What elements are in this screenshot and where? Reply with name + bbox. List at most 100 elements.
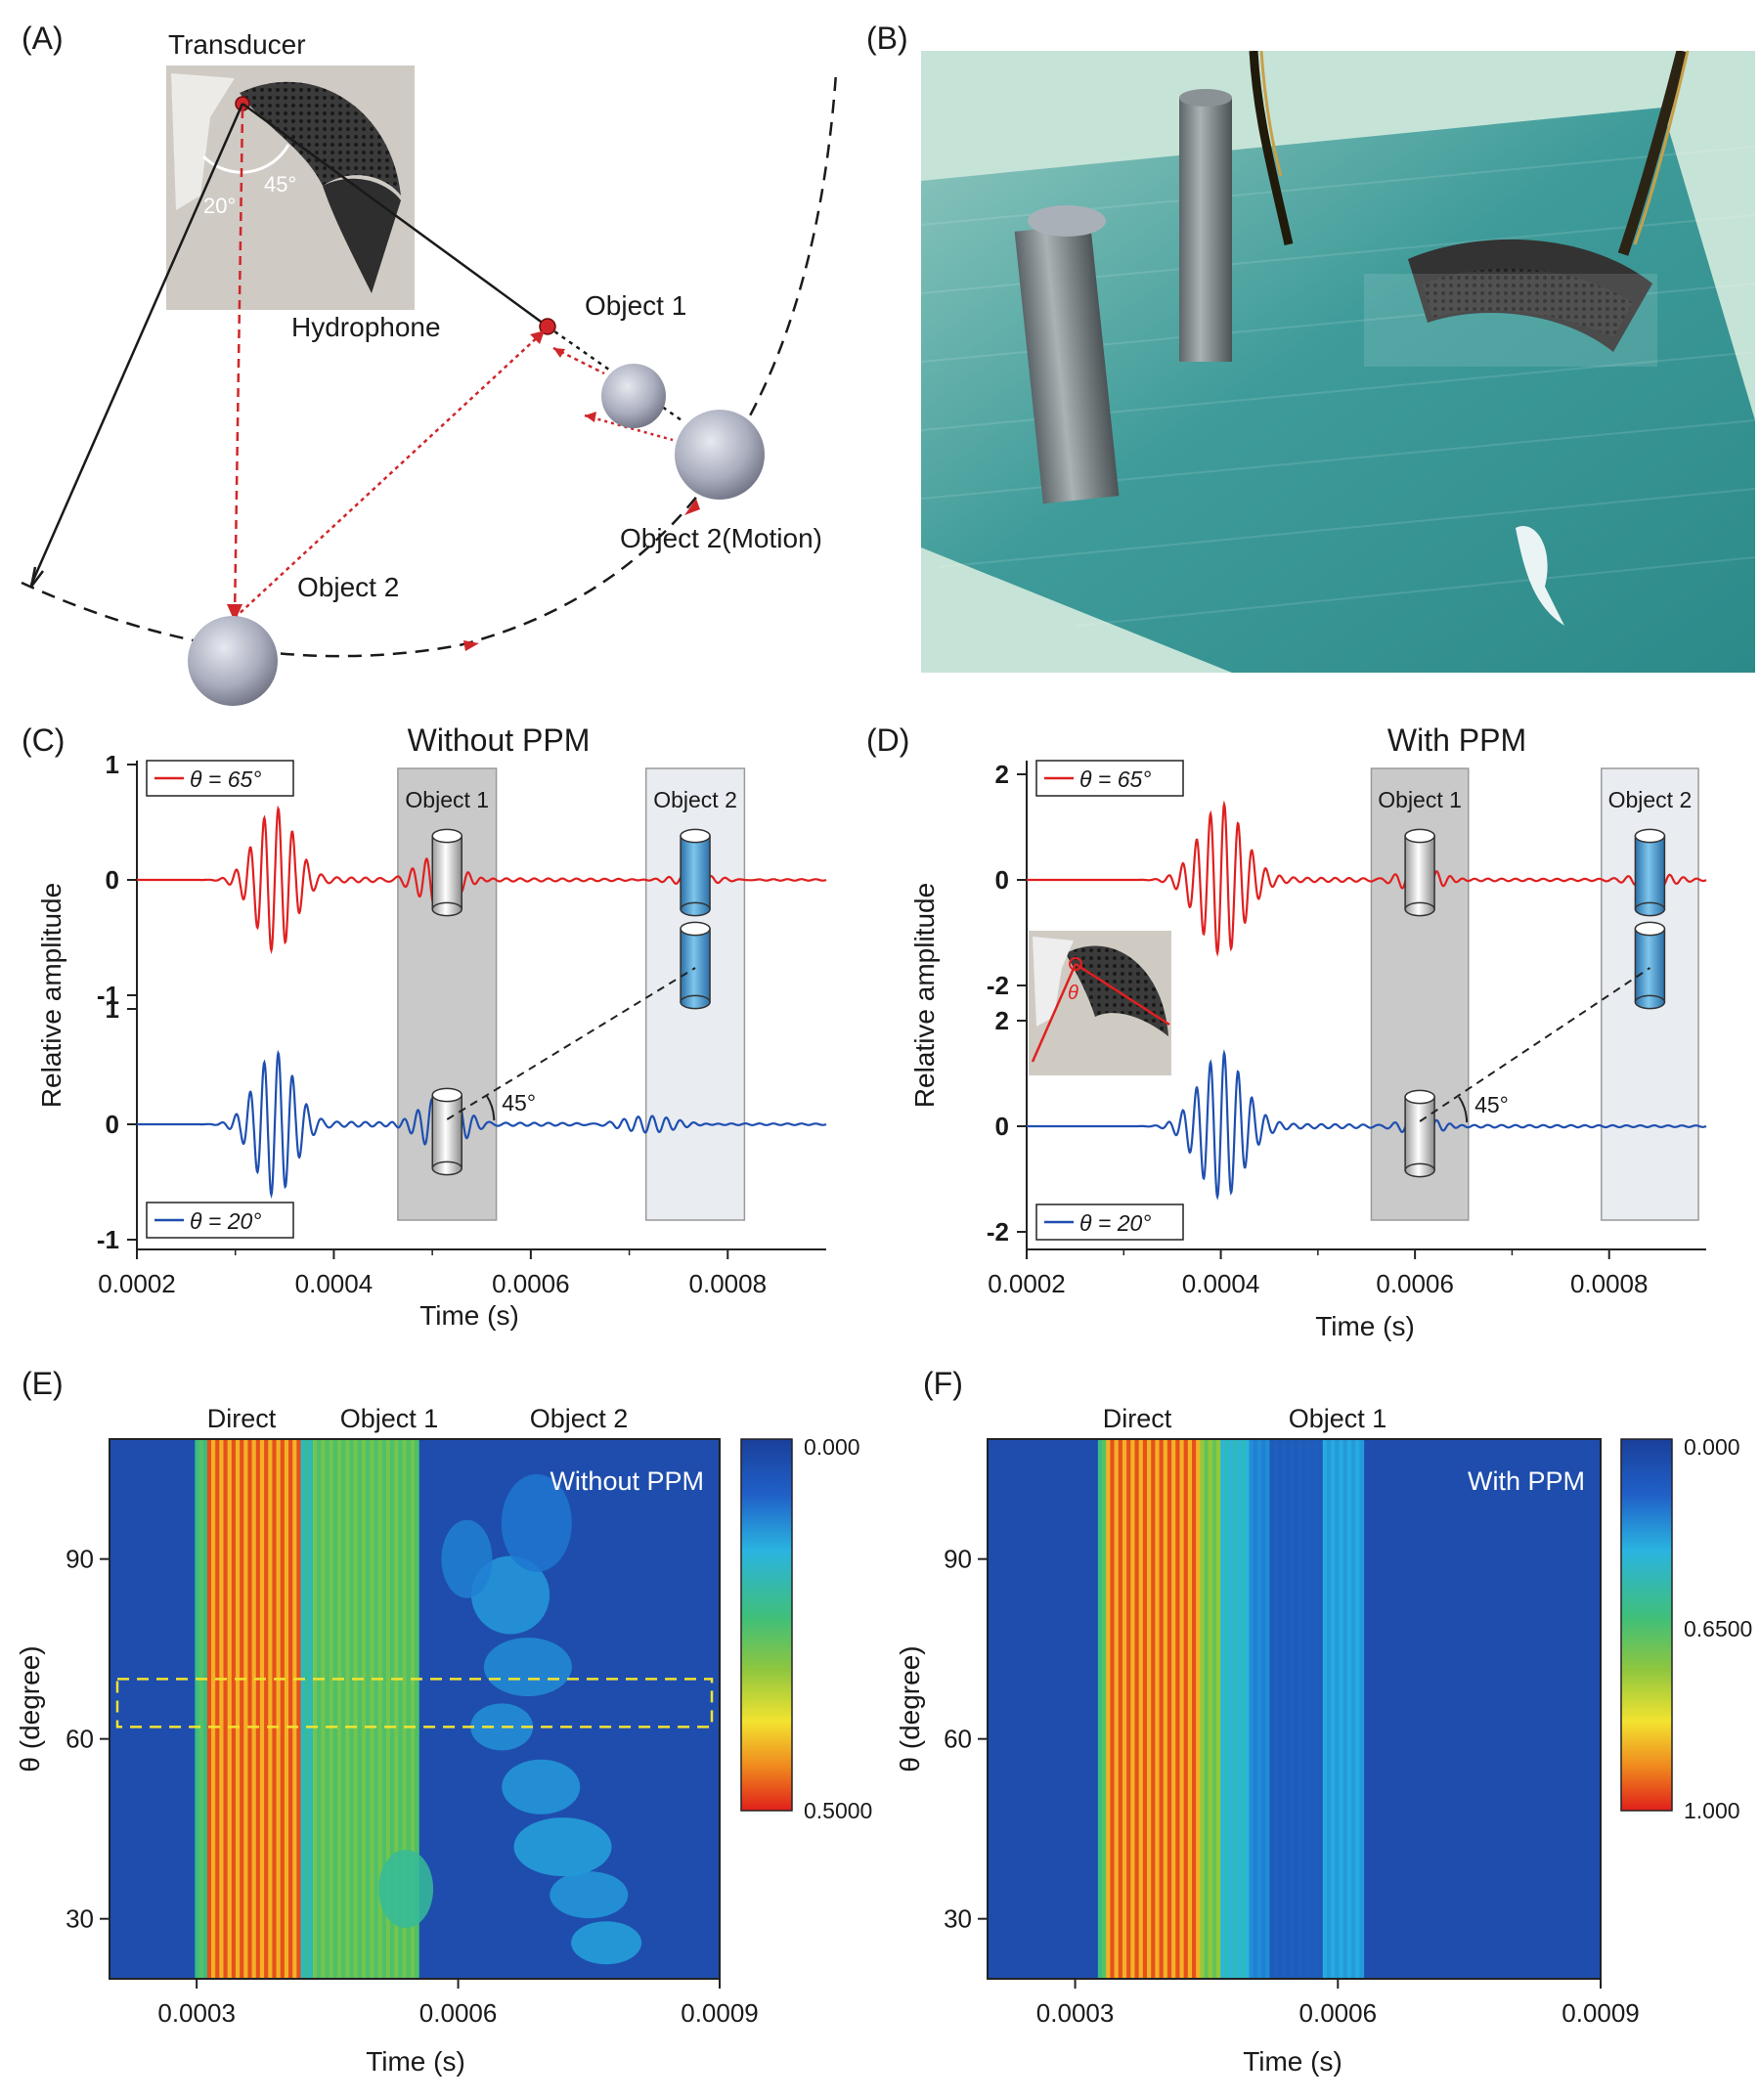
chart-c-xtick-label: 0.0006 [492,1269,570,1298]
chart-c-legend-label: θ = 65° [190,766,261,792]
chart-c-region-label-2: Object 2 [653,787,737,812]
object2-motion-label: Object 2(Motion) [620,523,822,553]
chart-d-legend-1: θ = 65° [1035,760,1184,797]
chart-d-cyl-object2-top [1634,828,1666,917]
chart-f-band [1306,1439,1311,1979]
chart-d-cyl-object2-mid [1634,921,1666,1010]
chart-f-region-label: Object 1 [1289,1404,1387,1433]
chart-c-ylabel: Relative amplitude [36,883,66,1108]
motion-path-arc [21,72,838,658]
chart-d-ytick-label: -2 [987,971,1009,1000]
chart-d-xtick-label: 0.0004 [1182,1269,1260,1298]
chart-f-band [1220,1439,1226,1979]
chart-f-colorbar: 0.000 0.6500 1.000 [1620,1434,1752,1823]
chart-d-cyl-object1-top-body [1404,835,1435,910]
chart-e-xtick-label: 0.0006 [419,1998,498,2028]
chart-f-band [1130,1439,1136,1979]
chart-e-band [243,1439,249,1979]
chart-c-cyl-object2-mid [680,921,711,1010]
chart-e-band [288,1439,293,1979]
chart-f-band [1290,1439,1296,1979]
path-transducer-object2 [233,109,244,619]
chart-f-band [1346,1439,1352,1979]
chart-f-band [1192,1439,1197,1979]
chart-d-cyl-object2-top-top [1634,828,1666,844]
chart-c-xtick-label: 0.0002 [98,1269,176,1298]
chart-c-series-theta65 [137,805,827,954]
chart-f-band [1298,1439,1303,1979]
chart-e-band [202,1439,208,1979]
chart-c-ytick-label: 0 [106,1110,119,1139]
hydrophone-marker [539,318,556,335]
chart-d-cyl-object2-top-base [1634,901,1666,917]
chart-f-colorbar-gradient [1620,1438,1673,1812]
chart-e-colorbar: 0.000 0.5000 [740,1434,872,1823]
chart-f-band [1335,1439,1341,1979]
chart-e-colorbar-gradient [740,1438,793,1812]
panel-f: (F) 0.0003 0.0006 0.0009 30 60 90 Direct Object… [895,1366,1752,2077]
chart-e-ytick-label: 90 [66,1545,94,1574]
panel-e: (E) 0.0003 0.0006 0.0009 30 60 90 Direct Object… [15,1366,872,2077]
panel-b-letter: (B) [866,21,908,56]
chart-f-band [1142,1439,1148,1979]
chart-d-ytick-label: 2 [995,760,1009,789]
chart-e-band [215,1439,220,1979]
chart-f-band [1342,1439,1348,1979]
chart-f-band [1318,1439,1324,1979]
chart-c-cyl-object1-bottom-top [431,1087,462,1103]
chart-d-cyl-object1-bottom-base [1404,1162,1435,1178]
inset-theta: θ [1068,983,1078,1004]
chart-e-highlight-box [115,1678,714,1728]
chart-f-band [1265,1439,1271,1979]
chart-c-cyl-object1-top-top [431,828,462,844]
chart-e-region-label: Object 1 [340,1404,439,1433]
chart-d-cyl-object1-bottom-body [1404,1096,1435,1171]
chart-f-band [1187,1439,1193,1979]
chart-d-cyl-object2-mid-top [1634,921,1666,937]
chart-e-echo-blob [513,1817,612,1877]
chart-e-band [308,1439,314,1979]
chart-f-band [1256,1439,1262,1979]
chart-e-echo-blob [471,1555,550,1635]
chart-d-xlabel: Time (s) [1315,1311,1415,1341]
chart-d-legend-label: θ = 20° [1079,1210,1151,1236]
chart-e-annotation: Without PPM [550,1466,704,1496]
chart-d-xtick-label: 0.0006 [1376,1269,1454,1298]
chart-c-cyl-object1-bottom-body [431,1094,462,1169]
chart-f-ytick-label: 30 [944,1904,972,1934]
chart-e-band [345,1439,351,1979]
chart-c-cyl-object1-bottom-base [431,1160,462,1176]
chart-f-band [1314,1439,1320,1979]
chart-c-ytick-label: 1 [106,994,119,1024]
chart-e-band [381,1439,387,1979]
angle-20-label: 20° [203,194,236,218]
chart-d-region-label-1: Object 1 [1378,787,1462,812]
chart-e-band [398,1439,404,1979]
chart-f-cells [988,1439,1601,1979]
chart-c-cyl-object1-bottom [431,1087,462,1176]
chart-c-cyl-object2-top [680,828,711,917]
chart-d-cyl-object2-mid-body [1634,928,1666,1003]
chart-e-band [402,1439,408,1979]
chart-c-cyl-object1-top-body [431,835,462,910]
chart-e-band [410,1439,416,1979]
chart-d-ylabel: Relative amplitude [909,883,940,1108]
chart-f-band [1155,1439,1161,1979]
object1-label: Object 1 [585,290,686,321]
chart-f-band [1118,1439,1123,1979]
chart-f-band [1097,1439,1103,1979]
chart-c-xlabel: Time (s) [419,1300,519,1331]
chart-f-band [1204,1439,1210,1979]
chart-e-echo-blob [571,1921,642,1965]
chart-f-band [1196,1439,1201,1979]
chart-d-series-theta20 [1027,1049,1707,1201]
chart-c-cyl-object1-top [431,828,462,917]
chart-f-ylabel: θ (degree) [895,1645,925,1772]
chart-e-echo-blob [550,1871,629,1919]
chart-e-region-label: Object 2 [530,1404,629,1433]
chart-f-band [1122,1439,1127,1979]
panel-c: (C) Without PPM Object 1 Object 2 0.0002 0.… [22,722,827,1331]
chart-e-band [332,1439,338,1979]
panel-b: (B) [866,21,1755,673]
chart-f-band [1339,1439,1344,1979]
